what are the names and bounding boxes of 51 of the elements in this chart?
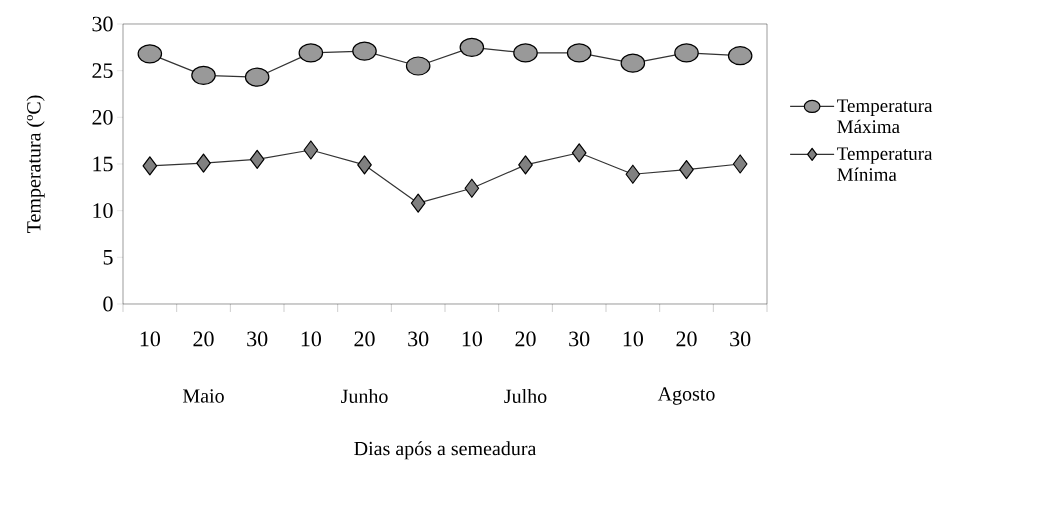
y-tick-label: 10: [93, 203, 113, 219]
y-tick-label: 30: [92, 16, 113, 32]
point: [674, 43, 699, 63]
text: Junho: [341, 388, 388, 404]
point: [679, 159, 694, 180]
point: [620, 53, 646, 73]
y-tick-label: 20: [92, 109, 113, 125]
x-tick-label: 10: [462, 331, 482, 347]
text: Agosto: [657, 387, 715, 405]
point: [137, 44, 163, 64]
x-tick-label: 20: [676, 331, 697, 347]
x-tick-label: 30: [569, 331, 590, 347]
point: [357, 155, 372, 175]
y-tick-label: 5: [103, 250, 113, 265]
x-tick-label: 20: [354, 331, 375, 347]
point: [513, 43, 538, 63]
y-tick-label: 25: [92, 63, 113, 79]
point: [732, 154, 748, 174]
x-tick-label: 30: [247, 331, 268, 347]
y-tick-label: 15: [93, 156, 113, 172]
point: [405, 56, 431, 76]
point: [571, 143, 587, 163]
point: [464, 178, 480, 198]
x-tick-label: 10: [623, 331, 643, 347]
text: Julho: [504, 388, 547, 404]
x-tick-label: 30: [408, 331, 429, 347]
legend-label: Temperatura Mínima: [837, 147, 933, 182]
point: [303, 140, 319, 160]
legend-label: Temperatura Máxima: [837, 99, 933, 134]
point: [298, 43, 324, 63]
point: [566, 43, 592, 63]
point: [142, 156, 158, 176]
point: [410, 193, 426, 213]
y-axis-title: Temperatura (ºC): [26, 95, 45, 233]
point: [196, 153, 211, 173]
x-axis-title: Dias após a semeadura: [354, 441, 537, 460]
x-tick-label: 10: [140, 331, 160, 347]
text: Maio: [182, 389, 224, 403]
x-tick-label: 30: [730, 331, 751, 347]
point: [727, 46, 753, 66]
x-tick-label: 20: [515, 331, 536, 347]
x-tick-label: 10: [301, 331, 321, 347]
point: [191, 65, 216, 85]
point: [352, 41, 377, 61]
point: [249, 149, 265, 169]
point: [625, 164, 641, 184]
point: [518, 155, 533, 175]
y-tick-label: 0: [103, 296, 113, 312]
point: [244, 67, 270, 87]
x-tick-label: 20: [193, 331, 214, 347]
point: [459, 37, 485, 57]
